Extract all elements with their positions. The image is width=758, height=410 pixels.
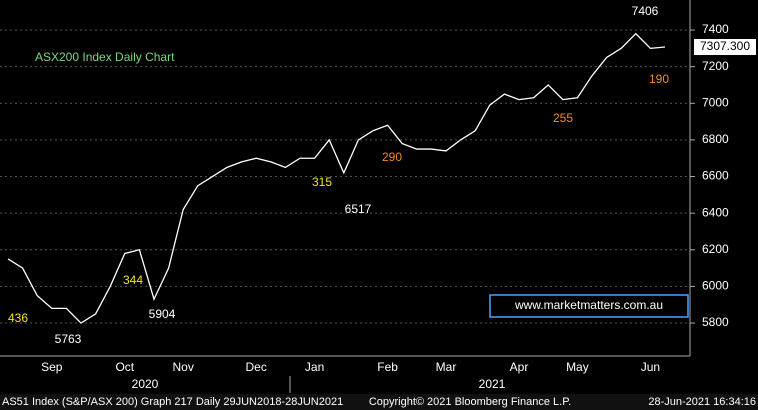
x-tick-label: Jan <box>305 360 324 374</box>
annotation: 315 <box>312 175 332 189</box>
x-tick-label: Oct <box>115 360 134 374</box>
footer-bar <box>0 394 758 410</box>
y-tick-label: 6000 <box>702 279 729 293</box>
x-tick-label: Mar <box>436 360 457 374</box>
last-price-box <box>694 39 756 56</box>
y-tick-label: 6200 <box>702 242 729 256</box>
watermark: www.marketmatters.com.au <box>514 298 663 312</box>
footer-left: AS51 Index (S&P/ASX 200) Graph 217 Daily… <box>2 396 343 408</box>
annotation: 344 <box>123 273 143 287</box>
annotation: 7406 <box>632 4 659 18</box>
x-tick-label: Nov <box>173 360 194 374</box>
y-tick-label: 7200 <box>702 59 729 73</box>
annotation: 436 <box>8 311 28 325</box>
annotation: 255 <box>553 111 573 125</box>
annotation: 190 <box>649 72 669 86</box>
x-tick-label: Jun <box>641 360 660 374</box>
price-line <box>7 32 666 324</box>
y-tick-label: 6800 <box>702 132 729 146</box>
x-tick-label: Sep <box>41 360 63 374</box>
annotation: 290 <box>382 150 402 164</box>
x-tick-label: Dec <box>246 360 267 374</box>
x-tick-label: Apr <box>510 360 529 374</box>
annotation: 5904 <box>149 307 176 321</box>
y-tick-label: 6600 <box>702 169 729 183</box>
y-tick-label: 7400 <box>702 22 729 36</box>
y-tick-label: 6400 <box>702 205 729 219</box>
chart-title: ASX200 Index Daily Chart <box>35 50 175 64</box>
x-group-label: 2020 <box>132 377 159 391</box>
last-price-label: 7307.300 <box>700 39 750 53</box>
annotation: 6517 <box>345 202 372 216</box>
watermark-box <box>489 294 689 318</box>
footer-right: 28-Jun-2021 16:34:16 <box>648 396 756 408</box>
y-tick-label: 5800 <box>702 315 729 329</box>
footer-center: Copyright© 2021 Bloomberg Finance L.P. <box>369 396 571 408</box>
y-tick-label: 7000 <box>702 95 729 109</box>
x-tick-label: May <box>566 360 589 374</box>
annotation: 5763 <box>55 332 82 346</box>
x-group-label: 2021 <box>479 377 506 391</box>
x-tick-label: Feb <box>377 360 398 374</box>
